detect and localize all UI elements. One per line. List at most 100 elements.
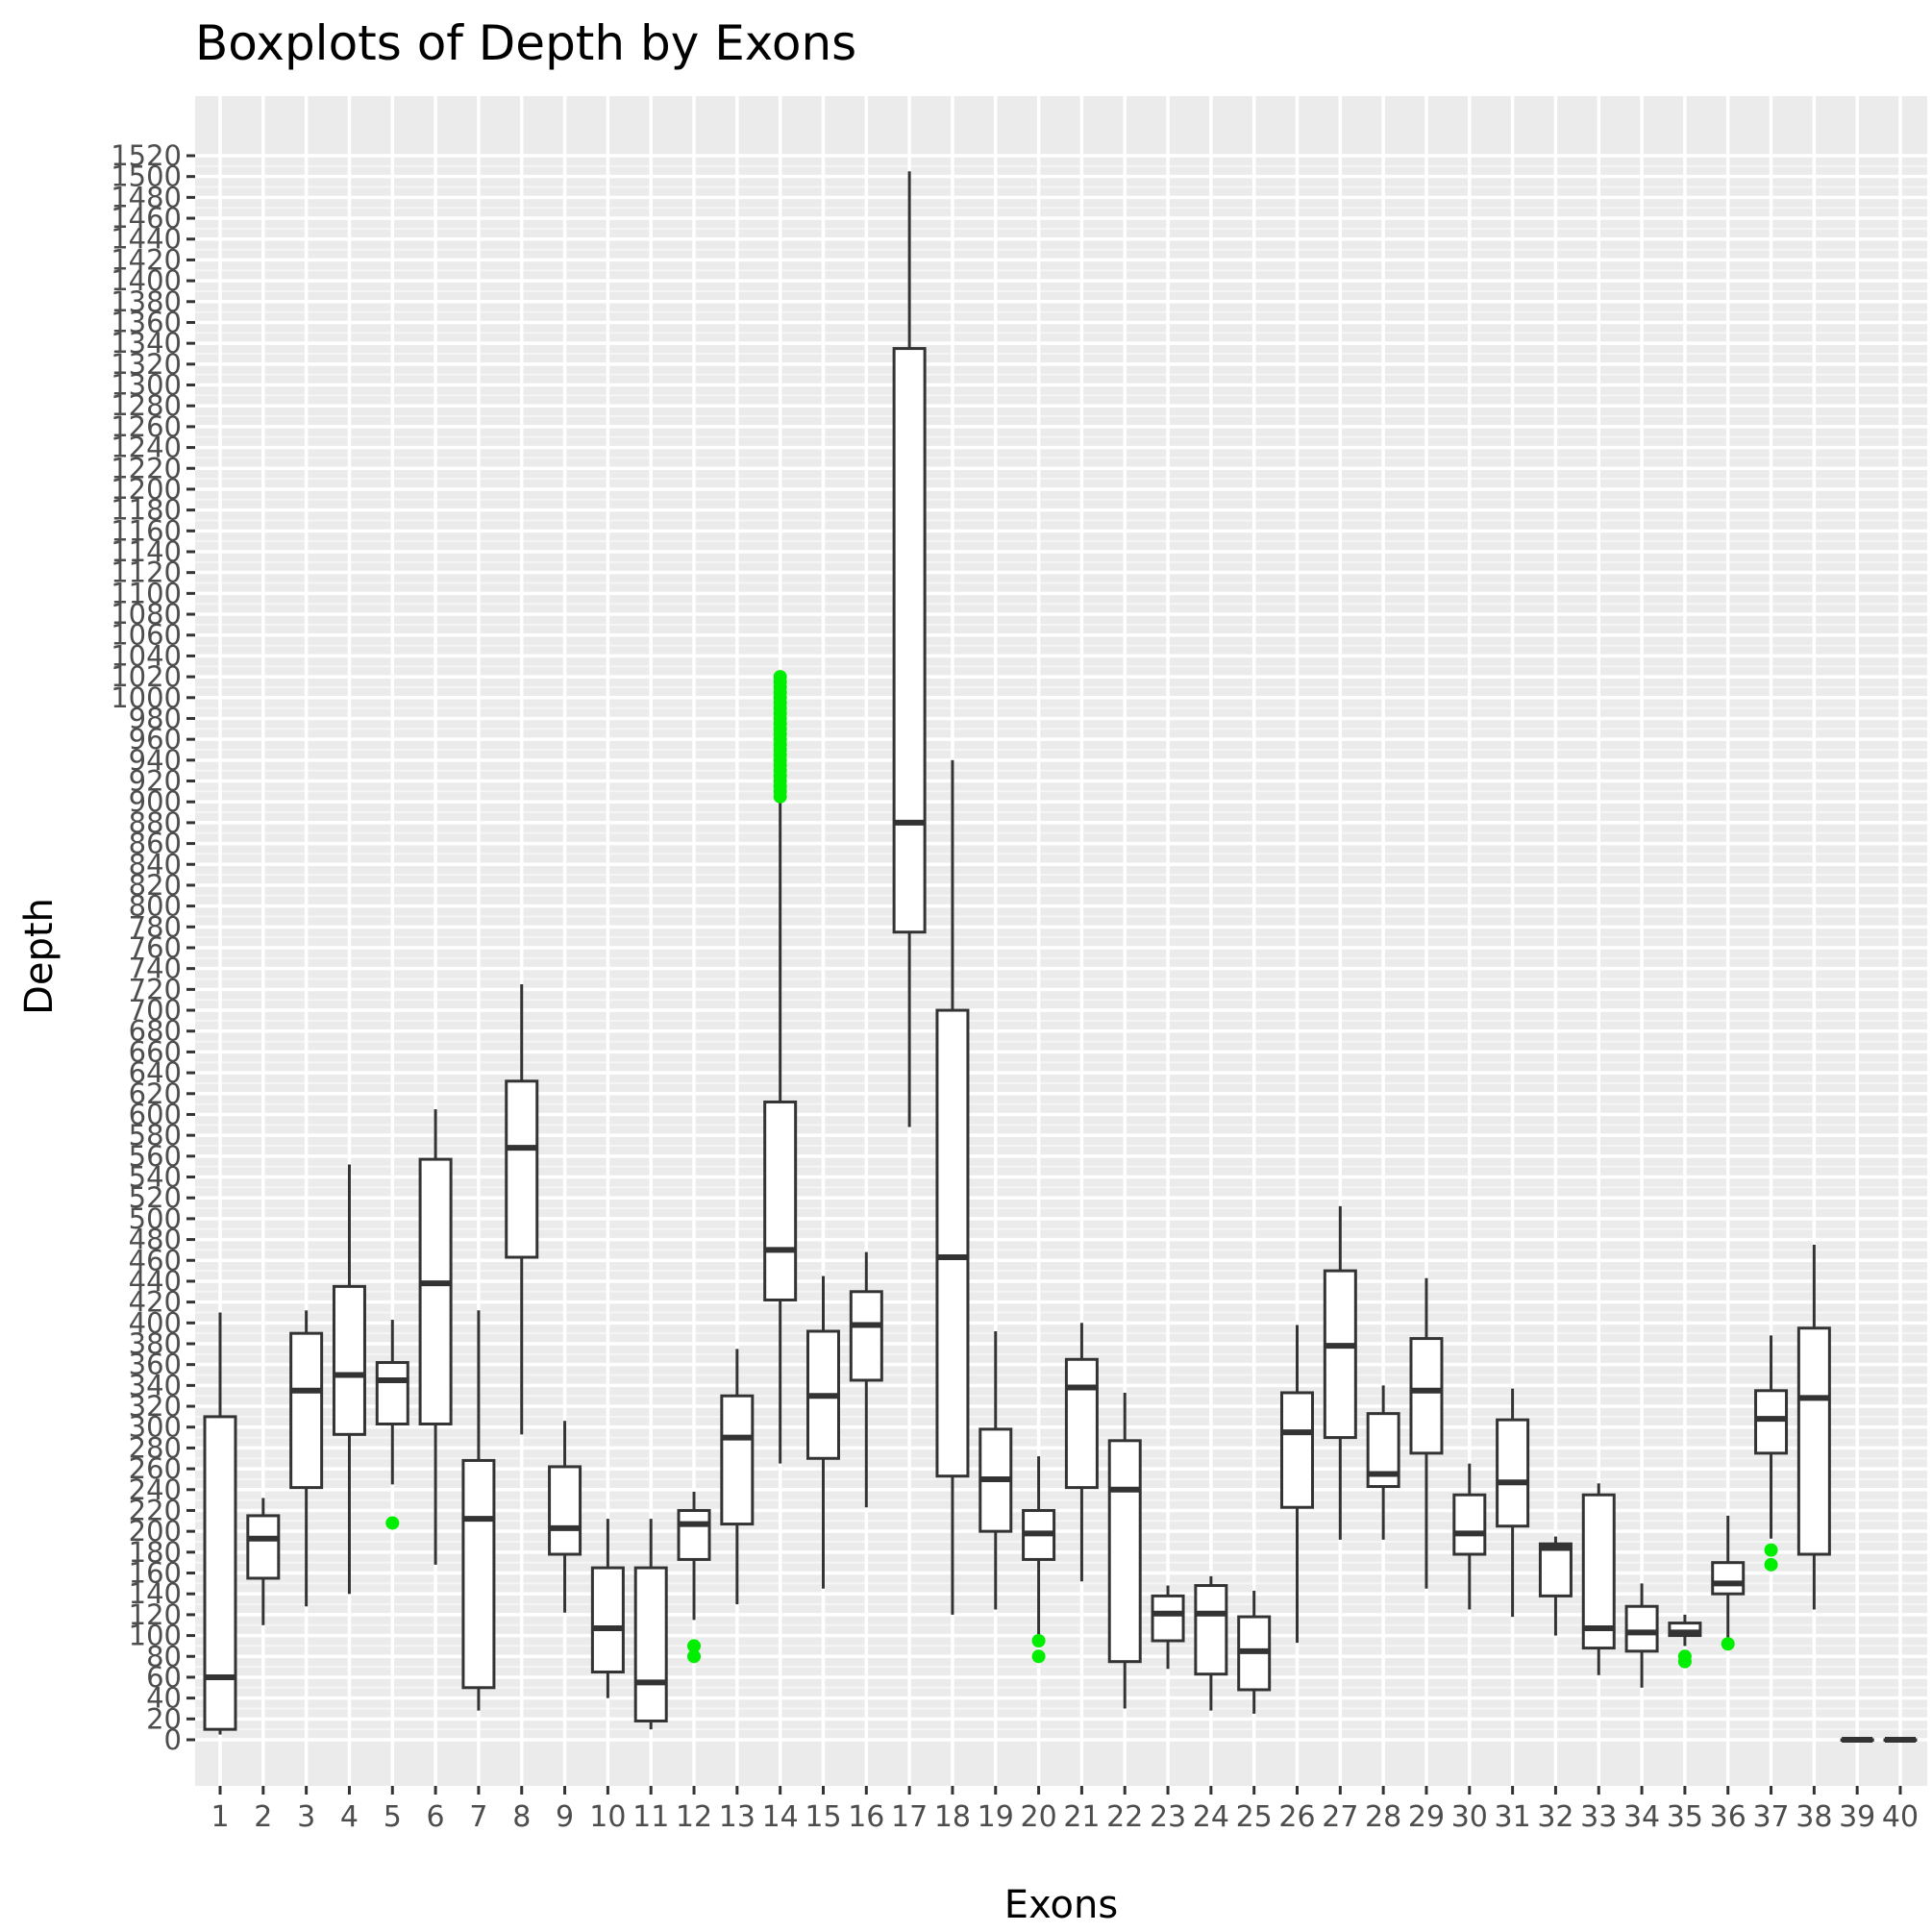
y-tick-label: 460 (129, 1244, 182, 1276)
box-body (1107, 1439, 1142, 1664)
box-exon-29 (1409, 1277, 1444, 1589)
y-tick-label: 560 (129, 1140, 182, 1173)
box-exon-6 (418, 1109, 453, 1565)
x-tick-label: 8 (512, 1800, 531, 1834)
x-tick-label: 11 (632, 1800, 669, 1834)
x-axis-title: Exons (1004, 1883, 1118, 1927)
y-tick-label: 1280 (111, 389, 182, 422)
box-exon-36 (1711, 1515, 1746, 1651)
y-tick-label: 320 (129, 1390, 182, 1423)
x-tick-label: 2 (254, 1800, 272, 1834)
box-exon-26 (1280, 1325, 1315, 1644)
y-tick-label: 1340 (111, 327, 182, 359)
x-axis: 1 2 3 4 5 6 7 8 9 10 11 12 13 14 15 16 17 18 19 20 21 22 23 24 2… (211, 1786, 1919, 1834)
box-body (1452, 1493, 1487, 1556)
y-tick-label: 1200 (111, 473, 182, 506)
y-tick-label: 140 (129, 1577, 182, 1610)
box-exon-11 (633, 1519, 668, 1730)
y-tick-label: 1060 (111, 619, 182, 652)
x-tick-label: 23 (1150, 1800, 1186, 1834)
y-tick-label: 280 (129, 1431, 182, 1464)
box-body (505, 1079, 539, 1259)
y-tick-label: 480 (129, 1224, 182, 1256)
box-body (1754, 1389, 1789, 1455)
box-body (1409, 1337, 1444, 1455)
x-tick-label: 18 (934, 1800, 971, 1834)
box-body (418, 1157, 453, 1425)
x-tick-label: 17 (891, 1800, 928, 1834)
y-tick-label: 1300 (111, 369, 182, 402)
outlier-point (1031, 1649, 1046, 1664)
y-tick-label: 980 (129, 702, 182, 734)
box-body (1194, 1584, 1228, 1676)
y-tick-label: 800 (129, 890, 182, 923)
box-body (1064, 1357, 1099, 1490)
box-body (1323, 1269, 1357, 1440)
box-exon-19 (978, 1330, 1013, 1610)
x-tick-label: 28 (1365, 1800, 1401, 1834)
y-tick-label: 1100 (111, 577, 182, 609)
y-tick-label: 80 (146, 1640, 182, 1672)
box-exon-23 (1151, 1585, 1185, 1670)
box-exon-10 (590, 1519, 625, 1698)
box-exon-32 (1538, 1536, 1573, 1636)
y-tick-label: 660 (129, 1035, 182, 1068)
y-tick-label: 820 (129, 869, 182, 902)
y-tick-label: 1320 (111, 348, 182, 381)
box-exon-5 (375, 1320, 409, 1530)
box-body (892, 347, 927, 934)
x-tick-label: 5 (384, 1800, 402, 1834)
x-tick-label: 31 (1495, 1800, 1531, 1834)
box-exon-25 (1237, 1590, 1272, 1714)
y-tick-label: 400 (129, 1306, 182, 1339)
outlier-point (1764, 1557, 1778, 1572)
y-tick-label: 0 (164, 1723, 182, 1756)
y-tick-label: 1360 (111, 306, 182, 338)
box-exon-2 (246, 1498, 281, 1625)
box-body (720, 1394, 755, 1526)
y-tick-label: 60 (146, 1661, 182, 1694)
y-tick-label: 1420 (111, 243, 182, 276)
y-tick-label: 1400 (111, 264, 182, 297)
box-exon-15 (805, 1276, 840, 1589)
y-tick-label: 380 (129, 1327, 182, 1360)
box-exon-12 (677, 1491, 711, 1664)
x-tick-label: 34 (1623, 1800, 1660, 1834)
outlier-point (773, 670, 787, 684)
y-tick-label: 1080 (111, 598, 182, 631)
box-body (633, 1566, 668, 1722)
box-exon-8 (505, 983, 539, 1435)
y-tick-label: 220 (129, 1494, 182, 1526)
y-tick-label: 760 (129, 931, 182, 964)
box-body (677, 1508, 711, 1561)
box-exon-9 (548, 1421, 582, 1613)
box-series (203, 171, 1918, 1743)
chart-title: Boxplots of Depth by Exons (195, 15, 856, 71)
x-tick-label: 16 (848, 1800, 884, 1834)
box-body (1151, 1594, 1185, 1643)
x-tick-label: 40 (1882, 1800, 1919, 1834)
y-tick-label: 1000 (111, 681, 182, 714)
x-tick-label: 37 (1752, 1800, 1789, 1834)
y-tick-label: 500 (129, 1202, 182, 1235)
x-tick-label: 12 (676, 1800, 712, 1834)
y-tick-label: 1040 (111, 639, 182, 672)
y-tick-label: 1500 (111, 161, 182, 193)
y-tick-label: 180 (129, 1536, 182, 1569)
box-exon-22 (1107, 1392, 1142, 1709)
x-tick-label: 30 (1451, 1800, 1488, 1834)
box-exon-17 (892, 171, 927, 1127)
box-body (246, 1514, 281, 1580)
y-tick-label: 620 (129, 1077, 182, 1110)
x-tick-label: 36 (1710, 1800, 1746, 1834)
box-exon-18 (935, 759, 970, 1615)
box-body (1538, 1542, 1573, 1598)
y-tick-label: 160 (129, 1557, 182, 1590)
box-exon-20 (1022, 1456, 1056, 1664)
y-tick-label: 1220 (111, 452, 182, 484)
y-tick-label: 20 (146, 1702, 182, 1735)
y-tick-label: 720 (129, 973, 182, 1005)
y-tick-label: 540 (129, 1161, 182, 1194)
y-axis: 0204060801001201401601802002202402602803… (111, 139, 195, 1756)
x-tick-label: 3 (297, 1800, 315, 1834)
